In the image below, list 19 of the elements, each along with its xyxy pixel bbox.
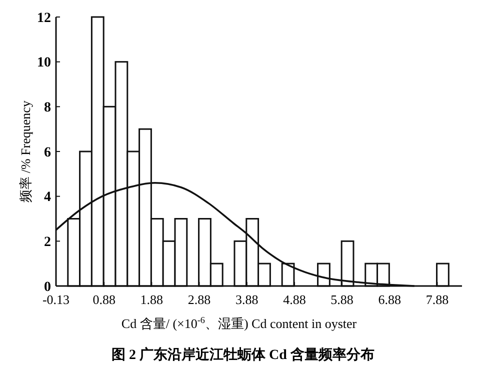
x-tick-label: 1.88 — [140, 292, 164, 307]
y-tick-label: 12 — [37, 10, 51, 26]
y-tick-label: 0 — [44, 280, 51, 295]
x-tick-label: 2.88 — [188, 292, 211, 307]
x-tick-label: 6.88 — [378, 292, 402, 307]
x-tick-label: 0.88 — [92, 292, 116, 307]
x-axis-title: Cd 含量/ (×10$^{-6}$、湿重) Cd content in oyster — [121, 315, 358, 331]
x-tick-label: -0.13 — [42, 292, 70, 307]
y-tick-label: 2 — [44, 235, 51, 250]
y-tick-label: 4 — [44, 190, 51, 206]
y-tick-label: 8 — [44, 100, 51, 116]
x-tick-label: 5.88 — [330, 292, 354, 307]
x-tick-label: 3.88 — [235, 292, 258, 307]
y-axis-title: 频率 /% Frequency — [18, 100, 33, 202]
x-tick-label: 4.88 — [283, 292, 306, 307]
x-tick-label: 7.88 — [426, 292, 449, 307]
y-tick-label: 6 — [44, 145, 51, 160]
text: 图 2 广东沿岸近江牡蛎体 Cd 含量频率分布 — [112, 346, 374, 363]
y-tick-label: 10 — [37, 56, 51, 71]
